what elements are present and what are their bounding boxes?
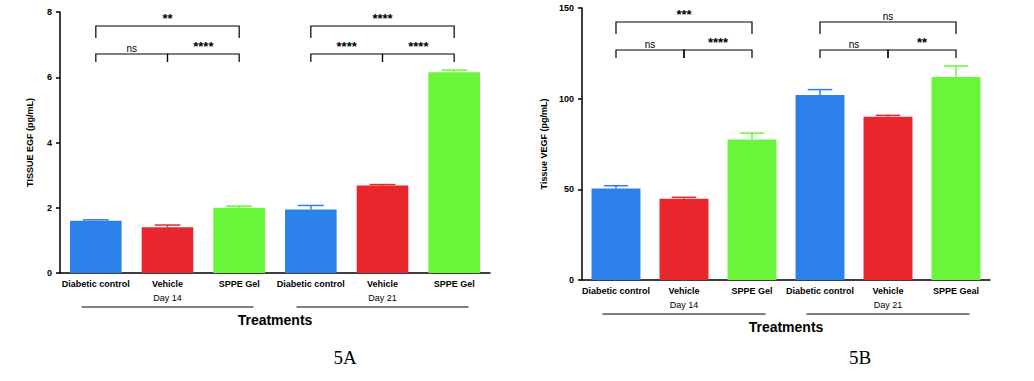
svg-text:TISSUE EGF (pg/mL): TISSUE EGF (pg/mL) (25, 98, 35, 187)
svg-text:SPPE Gel: SPPE Gel (731, 286, 772, 296)
svg-text:SPPE Gel: SPPE Gel (219, 279, 260, 289)
svg-text:Diabetic control: Diabetic control (786, 286, 854, 296)
svg-text:Vehicle: Vehicle (367, 279, 398, 289)
svg-text:Treatments: Treatments (749, 319, 824, 335)
svg-text:6: 6 (47, 72, 52, 82)
svg-text:****: **** (708, 35, 729, 50)
svg-text:ns: ns (849, 39, 860, 50)
svg-text:****: **** (337, 39, 358, 54)
svg-text:SPPE Geal: SPPE Geal (933, 286, 979, 296)
svg-text:Treatments: Treatments (238, 312, 313, 328)
svg-text:150: 150 (559, 3, 574, 13)
svg-text:Diabetic control: Diabetic control (62, 279, 130, 289)
svg-text:ns: ns (883, 11, 894, 22)
svg-text:****: **** (408, 39, 429, 54)
svg-text:8: 8 (47, 7, 52, 17)
svg-text:Day 14: Day 14 (670, 300, 699, 310)
svg-text:Day 21: Day 21 (368, 293, 397, 303)
svg-text:4: 4 (47, 138, 52, 148)
svg-text:***: *** (676, 7, 692, 22)
svg-text:5A: 5A (333, 347, 357, 368)
svg-text:Day 21: Day 21 (874, 300, 903, 310)
svg-text:Diabetic control: Diabetic control (582, 286, 650, 296)
svg-text:****: **** (372, 11, 393, 26)
svg-text:Tissue VEGF (pg/mL): Tissue VEGF (pg/mL) (539, 99, 549, 190)
svg-text:Day 14: Day 14 (153, 293, 182, 303)
svg-text:Vehicle: Vehicle (152, 279, 183, 289)
svg-text:ns: ns (126, 43, 137, 54)
svg-text:0: 0 (569, 275, 574, 285)
svg-text:SPPE Gel: SPPE Gel (434, 279, 475, 289)
svg-text:ns: ns (645, 39, 656, 50)
svg-text:2: 2 (47, 203, 52, 213)
svg-text:**: ** (162, 11, 173, 26)
svg-text:100: 100 (559, 94, 574, 104)
svg-text:50: 50 (564, 184, 574, 194)
svg-text:****: **** (193, 39, 214, 54)
svg-text:Vehicle: Vehicle (872, 286, 903, 296)
svg-text:5B: 5B (849, 347, 871, 368)
svg-text:Vehicle: Vehicle (668, 286, 699, 296)
svg-text:Diabetic control: Diabetic control (277, 279, 345, 289)
svg-text:**: ** (917, 35, 928, 50)
svg-text:0: 0 (47, 268, 52, 278)
